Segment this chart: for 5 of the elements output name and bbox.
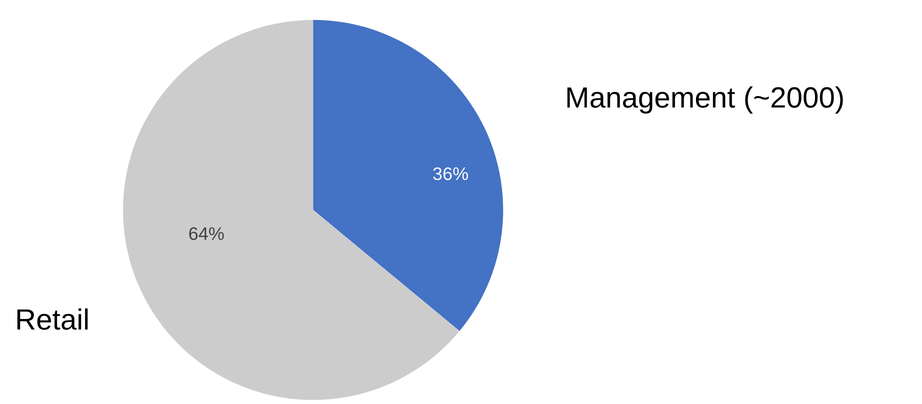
data-label: 36%: [433, 167, 468, 180]
slice-label: Management (~2000): [567, 86, 843, 114]
slice-label: Retail: [17, 308, 88, 330]
data-label: 64%: [189, 227, 224, 240]
pie-slice: [313, 20, 504, 332]
